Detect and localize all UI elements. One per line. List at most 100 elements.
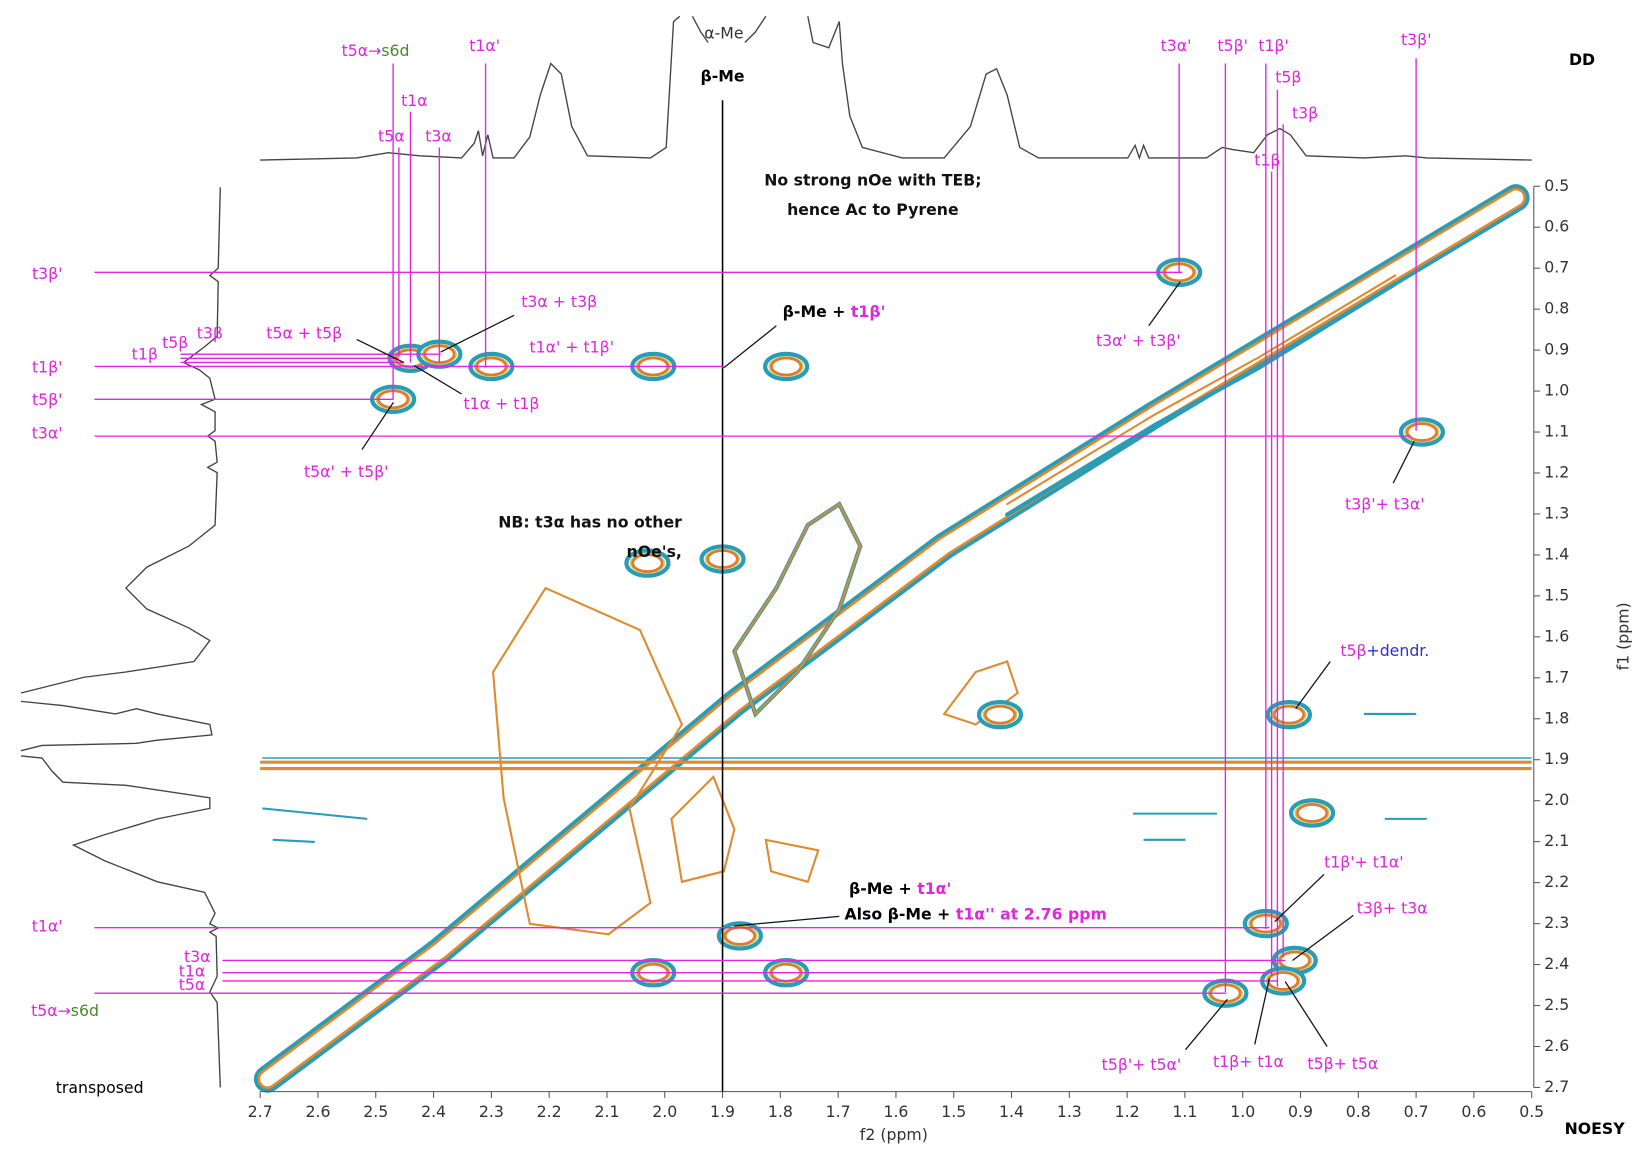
f1-guide-label: t1α: [179, 962, 206, 981]
annotation: t1α + t1β: [464, 394, 540, 413]
annotation: t3β'+ t3α': [1345, 495, 1425, 514]
f1-guide-label: t5β': [32, 390, 63, 409]
f2-guide-label: t1α: [401, 91, 428, 110]
y-tick-label: 2.3: [1544, 913, 1569, 932]
leader-line: [723, 325, 777, 369]
f1-guide-label: t3α': [32, 423, 63, 442]
x-tick-label: 1.5: [941, 1102, 966, 1121]
f2-guide-label: t1β: [1254, 151, 1280, 170]
leader-line: [1292, 914, 1354, 962]
f2-guide-label: t1β': [1258, 36, 1289, 55]
diagonal-ridge: [253, 184, 1530, 1093]
f1-guide-label-part: t5α→: [31, 1000, 71, 1019]
annotation: t1β+ t1α: [1213, 1052, 1284, 1071]
y-tick-label: 2.0: [1544, 790, 1569, 809]
annotation: t1α' + t1β': [529, 337, 614, 356]
leader-line: [1148, 281, 1181, 327]
y-tick-label: 2.1: [1544, 831, 1569, 850]
annotation: t3α' + t3β': [1096, 331, 1181, 350]
x-tick-label: 0.6: [1461, 1102, 1486, 1121]
x-tick-label: 0.9: [1288, 1102, 1313, 1121]
peak-contour: [983, 704, 1016, 725]
x-tick-label: 2.1: [594, 1102, 619, 1121]
y-tick-label: 2.7: [1544, 1077, 1569, 1096]
f2-guide-label-part: t5α→: [342, 40, 382, 59]
y-tick-label: 1.7: [1544, 667, 1569, 686]
note-line: hence Ac to Pyrene: [787, 200, 959, 219]
f2-guide-label: t5β': [1217, 36, 1248, 55]
annotation: t5β+dendr.: [1340, 641, 1429, 660]
y-tick-label: 0.6: [1544, 217, 1569, 236]
annotation-part: +dendr.: [1367, 641, 1430, 660]
annotation: t5α + t5β: [266, 324, 342, 343]
f2-guide-label: t3β: [1292, 103, 1318, 122]
y-tick-label: 2.5: [1544, 995, 1569, 1014]
f2-guide-label: t3β': [1401, 30, 1432, 49]
annotation-part: β-Me +: [783, 302, 851, 321]
note-line: nOe's,: [627, 542, 682, 561]
x-axis-label: f2 (ppm): [860, 1125, 928, 1144]
annotation: t1β'+ t1α': [1324, 852, 1404, 871]
x-tick-label: 0.7: [1404, 1102, 1429, 1121]
f2-guide-label: t1α': [469, 36, 500, 55]
x-tick-label: 2.3: [479, 1102, 504, 1121]
y-tick-label: 2.4: [1544, 954, 1569, 973]
leader-line: [1254, 978, 1271, 1045]
y-tick-label: 1.0: [1544, 381, 1569, 400]
leader-line: [1392, 440, 1415, 484]
annotation-part: β-Me +: [849, 879, 917, 898]
y-axis-label: f1 (ppm): [1614, 602, 1633, 670]
peak-contour: [1405, 422, 1438, 442]
x-tick-label: 0.5: [1519, 1102, 1544, 1121]
y-tick-label: 0.8: [1544, 299, 1569, 318]
annotation: t5α' + t5β': [304, 462, 389, 481]
plot-layer: DD transposed NOESY 2.7 2.6 2.5 2.4 2.3 2.2 2.1 2.…: [31, 24, 1632, 1145]
f1-guide-label: t1α': [32, 916, 63, 935]
leader-line: [356, 338, 405, 364]
x-tick-label: 2.7: [248, 1102, 273, 1121]
annotation: β-Me + t1β': [783, 302, 886, 321]
small-label: α-Me: [704, 24, 743, 43]
left-projection: [20, 187, 221, 1088]
broad-contours: [260, 501, 1532, 936]
y-tick-label: 0.7: [1544, 258, 1569, 277]
x-tick-label: 2.6: [305, 1102, 330, 1121]
y-tick-label: 0.9: [1544, 340, 1569, 359]
x-tick-label: 0.8: [1346, 1102, 1371, 1121]
f1-guide-label: t5α→s6d: [31, 1000, 99, 1019]
f2-guide-label: t5β: [1275, 68, 1301, 87]
f1-guide-label: t3α: [184, 947, 211, 966]
f1-guide-label: t1β: [132, 345, 158, 364]
annotation-part: t1α'' at 2.76 ppm: [956, 904, 1107, 923]
leader-line: [1185, 998, 1228, 1051]
note-line: NB: t3α has no other: [498, 513, 682, 532]
annotation: β-Me + t1α': [849, 879, 951, 898]
x-tick-label: 1.2: [1115, 1102, 1140, 1121]
figure-title: DD: [1569, 50, 1595, 69]
f1-guide-label: t5α: [179, 975, 206, 994]
right-note: NOESY: [1565, 1119, 1626, 1138]
x-tick-label: 1.4: [999, 1102, 1024, 1121]
leader-line: [414, 365, 462, 395]
y-tick-label: 1.5: [1544, 585, 1569, 604]
f1-guide-label: t1β': [32, 357, 63, 376]
f2-guide-label: t5α→s6d: [342, 40, 410, 59]
peak-contour: [1296, 803, 1329, 823]
x-tick-label: 2.4: [421, 1102, 446, 1121]
annotation-part: t5β: [1340, 641, 1366, 660]
left-note: transposed: [56, 1078, 144, 1097]
annotation-part: Also β-Me +: [844, 904, 955, 923]
f2-guide-label: t5α: [378, 126, 405, 145]
peak-contour: [723, 926, 756, 946]
annotation: t5β'+ t5α': [1102, 1055, 1182, 1074]
x-tick-label: 1.1: [1172, 1102, 1197, 1121]
annotation: t3α + t3β: [521, 292, 597, 311]
y-tick-label: 1.1: [1544, 422, 1569, 441]
x-tick-label: 1.3: [1057, 1102, 1082, 1121]
leader-line: [1284, 981, 1328, 1047]
peak-contour: [1272, 704, 1305, 725]
x-tick-label: 1.7: [826, 1102, 851, 1121]
x-tick-label: 2.2: [537, 1102, 562, 1121]
